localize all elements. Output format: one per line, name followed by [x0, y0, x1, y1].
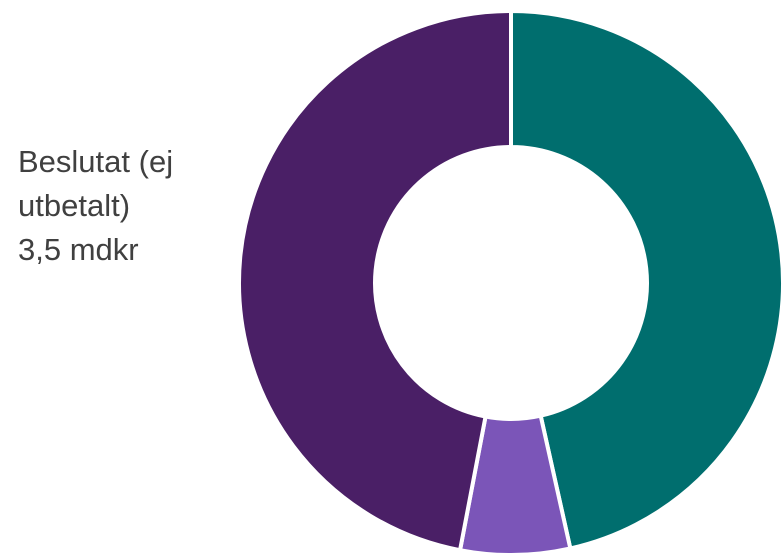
- slice-label-line-1: Beslutat (ej: [18, 144, 174, 179]
- slice-label-line-3: 3,5 mdkr: [18, 232, 139, 267]
- donut-slice-1: [509, 8, 782, 551]
- slice-label-line-2: utbetalt): [18, 188, 131, 223]
- slice-label-decided: Beslutat (ej utbetalt) 3,5 mdkr: [18, 140, 228, 272]
- donut-slice-3: [237, 8, 513, 553]
